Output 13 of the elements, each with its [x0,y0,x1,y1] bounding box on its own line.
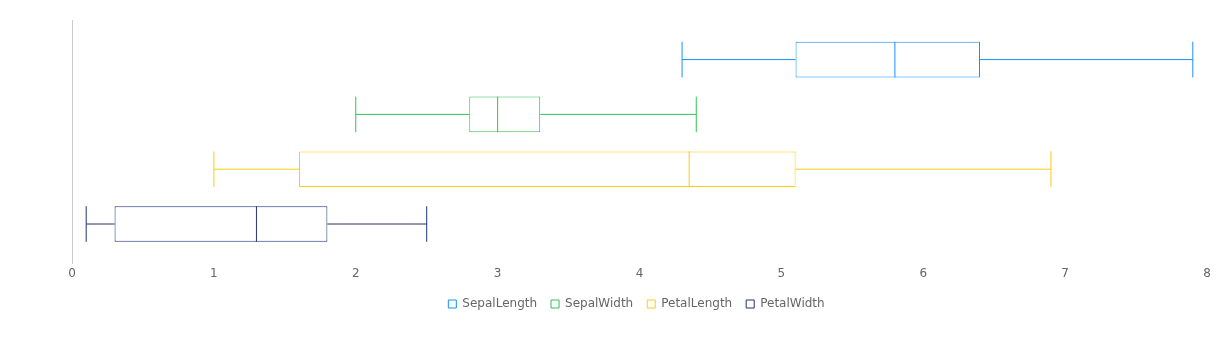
legend-label: PetalLength [661,296,733,311]
x-tick-label: 8 [1203,265,1211,280]
x-tick-label: 7 [1061,265,1069,280]
legend-label: SepalLength [462,296,538,311]
x-tick-label: 1 [210,265,218,280]
x-tick-label: 5 [777,265,786,280]
x-tick-label: 4 [635,265,644,280]
legend-label: PetalWidth [760,296,825,311]
legend-label: SepalWidth [565,296,634,311]
x-tick-label: 2 [351,265,360,280]
x-tick-label: 0 [68,265,76,280]
x-tick-label: 6 [919,265,928,280]
x-tick-label: 3 [493,265,502,280]
